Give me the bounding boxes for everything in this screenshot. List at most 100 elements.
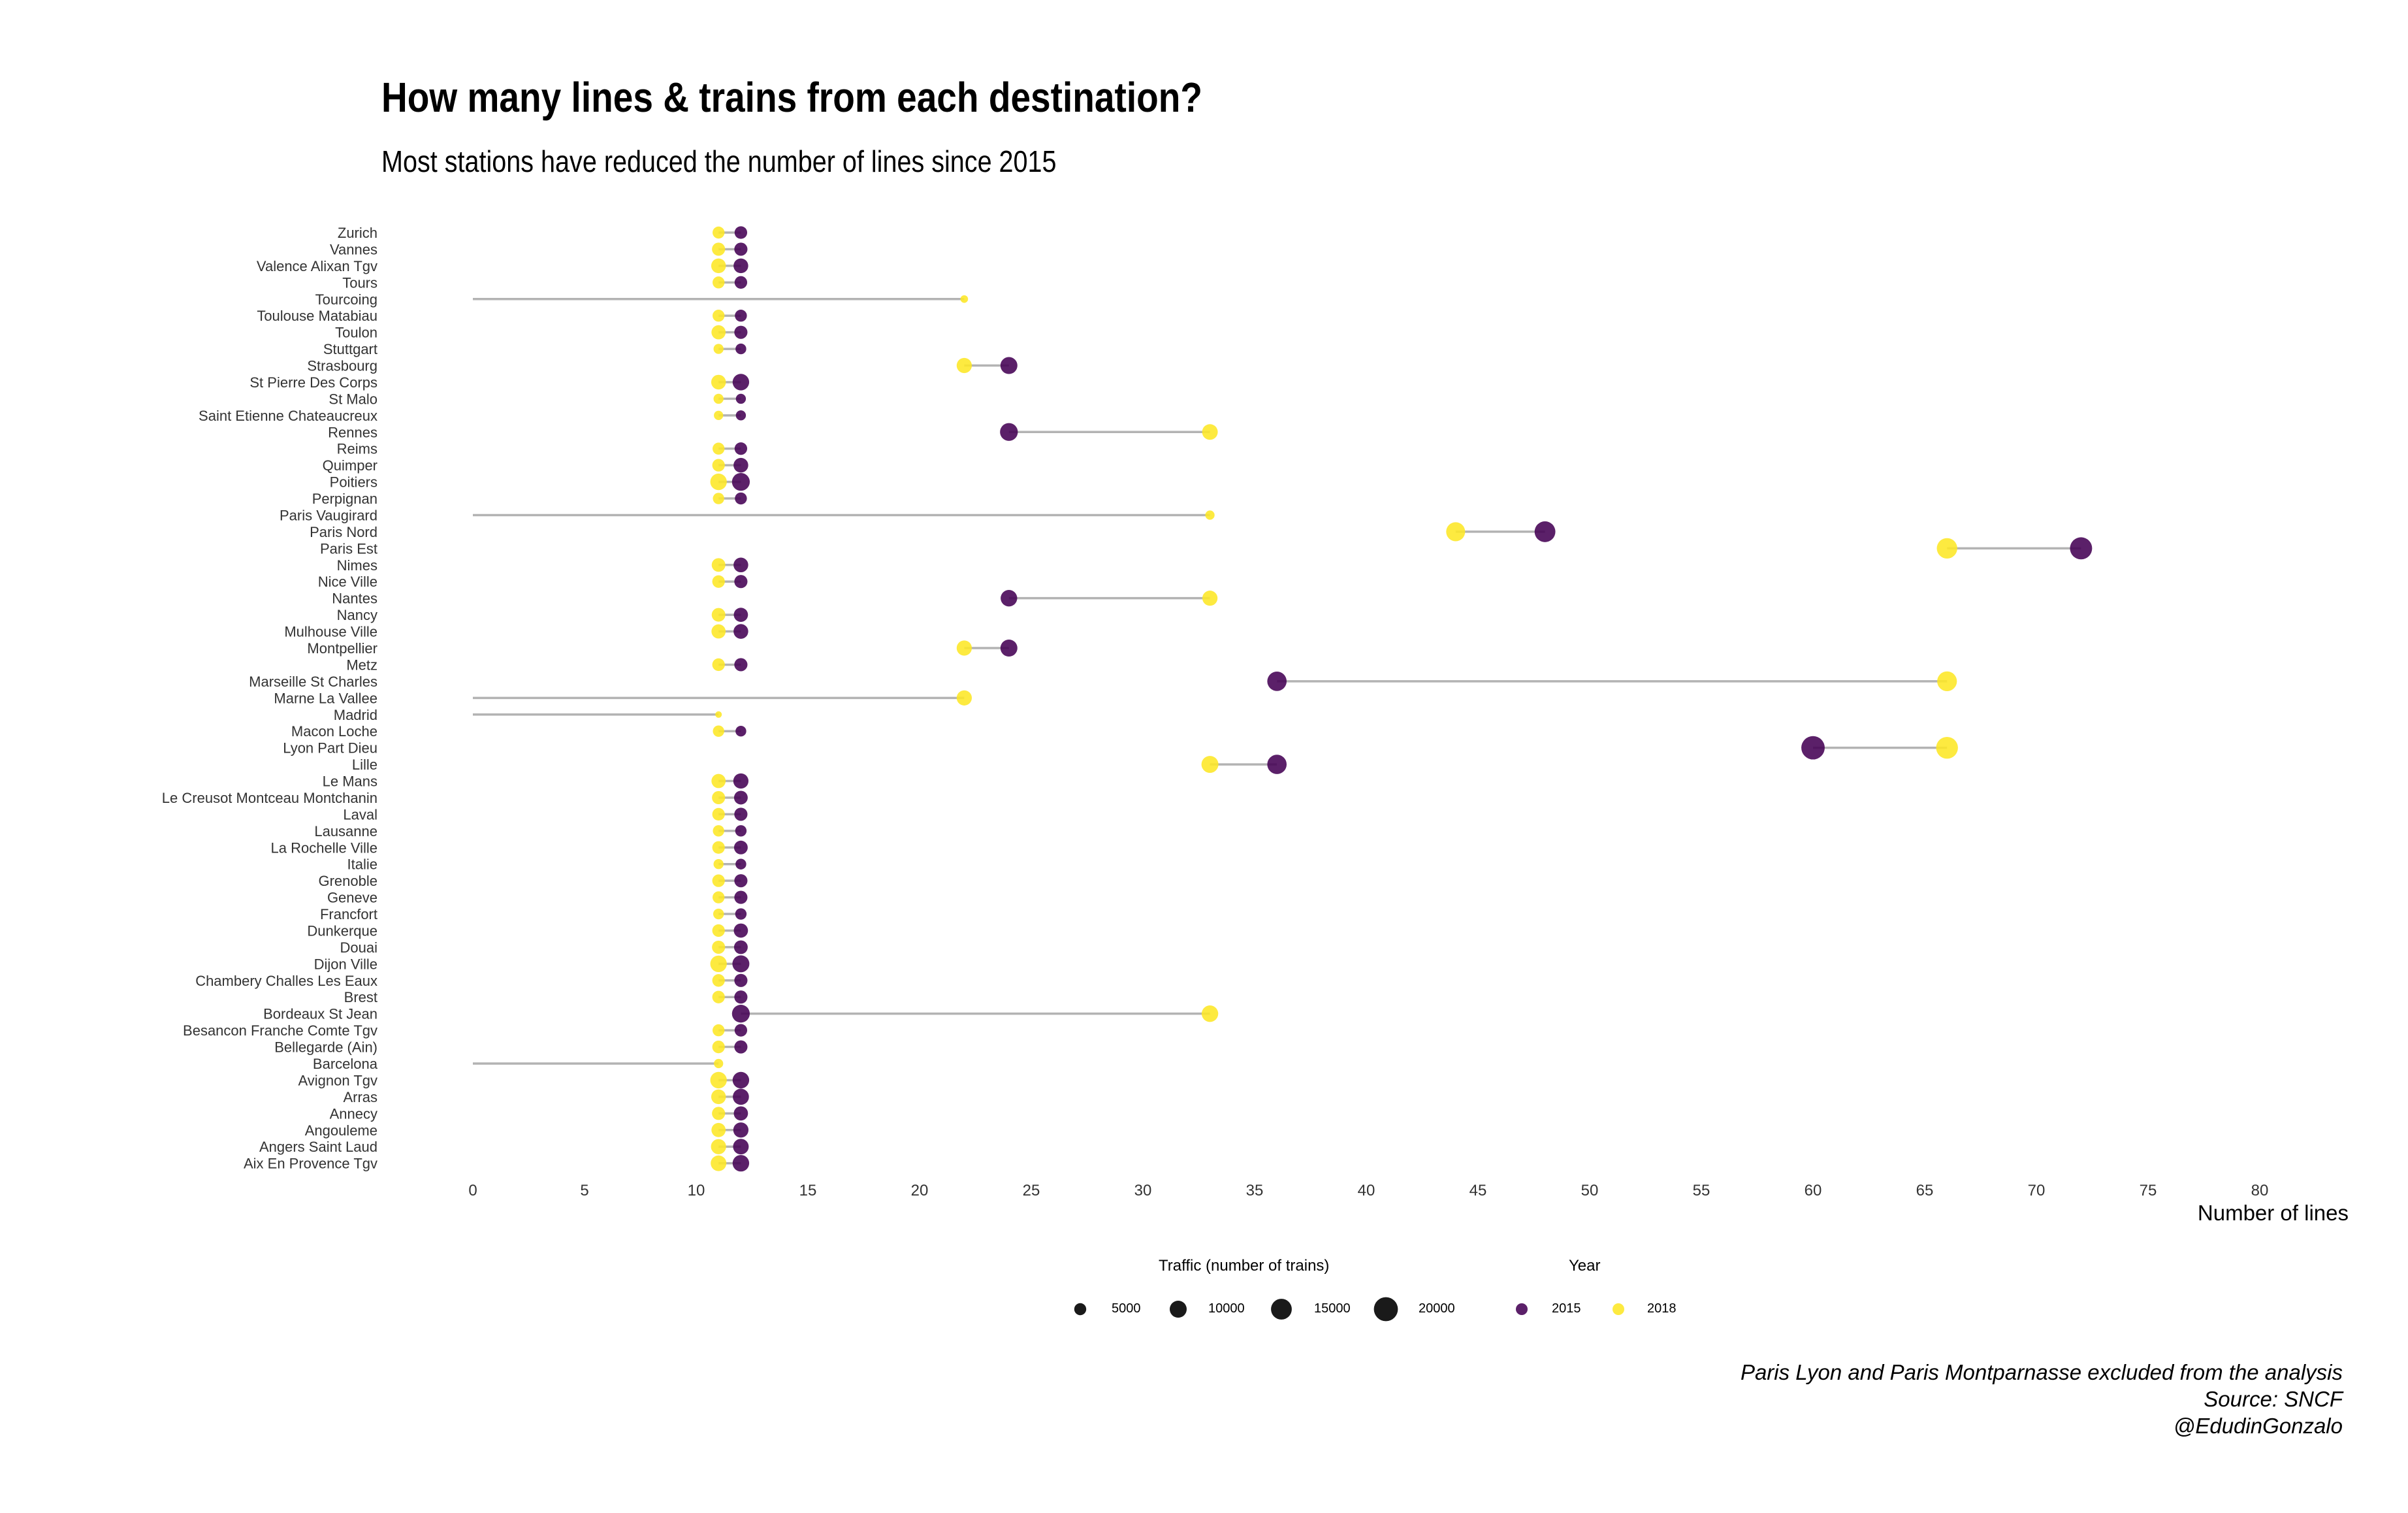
size-legend-key	[1074, 1303, 1087, 1316]
size-legend-label: 15000	[1314, 1301, 1351, 1316]
y-tick-label: Aix En Provence Tgv	[244, 1156, 377, 1172]
caption-line: @EdudinGonzalo	[2173, 1414, 2343, 1438]
point-2018	[1202, 424, 1218, 440]
y-tick-label: Besancon Franche Comte Tgv	[183, 1022, 377, 1039]
point-2015	[731, 472, 750, 491]
y-tick-label: Brest	[344, 989, 377, 1005]
point-2018	[713, 493, 724, 504]
y-tick-label: Italie	[347, 856, 377, 873]
y-tick-label: Paris Nord	[310, 524, 377, 540]
x-tick-label: 30	[1134, 1182, 1152, 1199]
point-2015	[1000, 640, 1018, 657]
point-2018	[712, 790, 726, 805]
y-tick-label: Francfort	[320, 906, 377, 922]
point-2015	[733, 840, 748, 854]
x-tick-label: 70	[2028, 1182, 2046, 1199]
y-tick-label: Lausanne	[314, 823, 377, 839]
point-2018	[713, 310, 725, 322]
y-tick-label: Annecy	[330, 1105, 377, 1122]
point-2018	[712, 940, 726, 954]
point-2015	[734, 990, 748, 1004]
y-tick-label: Poitiers	[330, 474, 377, 491]
point-2015	[734, 890, 748, 904]
point-2018	[711, 773, 726, 789]
y-tick-label: Arras	[343, 1089, 377, 1105]
x-tick-label: 40	[1358, 1182, 1375, 1199]
point-2015	[734, 276, 748, 289]
point-2015	[734, 1040, 748, 1054]
caption: Paris Lyon and Paris Montparnasse exclud…	[1741, 1359, 2343, 1439]
y-tick-label: Stuttgart	[323, 341, 377, 357]
point-2015	[733, 790, 748, 805]
point-2018	[712, 658, 725, 672]
y-tick-label: Montpellier	[307, 640, 377, 657]
point-2018	[712, 841, 725, 854]
y-tick-label: Tours	[342, 274, 377, 291]
point-2015	[733, 457, 748, 473]
point-2018	[711, 624, 726, 639]
y-tick-label: Grenoble	[318, 873, 377, 889]
point-2015	[733, 773, 749, 789]
point-2015	[735, 343, 746, 355]
point-2018	[711, 1089, 726, 1105]
y-tick-label: Perpignan	[312, 491, 377, 507]
point-2015	[735, 725, 746, 737]
y-tick-label: Toulouse Matabiau	[257, 308, 377, 324]
point-2018	[715, 711, 722, 718]
y-tick-label: Toulon	[335, 325, 377, 341]
point-2015	[734, 226, 748, 239]
point-2018	[712, 807, 725, 821]
point-2018	[714, 1058, 724, 1069]
y-tick-label: Madrid	[334, 707, 377, 723]
chart-subtitle: Most stations have reduced the number of…	[381, 144, 1057, 178]
point-2015	[735, 410, 746, 421]
point-2018	[713, 825, 724, 837]
point-2018	[711, 258, 726, 274]
y-tick-label: Quimper	[323, 457, 377, 474]
y-tick-label: Macon Loche	[291, 723, 377, 740]
point-2018	[711, 1155, 727, 1171]
caption-line: Paris Lyon and Paris Montparnasse exclud…	[1740, 1360, 2343, 1384]
size-legend-key	[1170, 1301, 1187, 1318]
points-layer	[710, 226, 2093, 1172]
y-tick-label: Dijon Ville	[314, 956, 377, 972]
point-2018	[713, 276, 725, 289]
point-2018	[713, 226, 725, 239]
x-tick-label: 20	[911, 1182, 929, 1199]
point-2018	[713, 725, 724, 737]
point-2018	[956, 690, 972, 706]
y-tick-label: Nimes	[337, 557, 377, 574]
color-legend-title: Year	[1569, 1257, 1601, 1275]
chart-title: How many lines & trains from each destin…	[381, 74, 1202, 121]
size-legend-label: 10000	[1208, 1301, 1245, 1316]
point-2018	[1936, 538, 1957, 559]
y-tick-label: Marseille St Charles	[249, 674, 377, 690]
point-2015	[1801, 736, 1825, 760]
point-2015	[733, 1122, 749, 1138]
point-2018	[712, 924, 725, 937]
y-tick-label: Paris Vaugirard	[280, 507, 377, 523]
point-2015	[735, 393, 746, 404]
y-tick-label: Avignon Tgv	[298, 1072, 378, 1088]
y-tick-label: Marne La Vallee	[274, 690, 377, 706]
y-tick-label: St Malo	[329, 391, 377, 407]
point-2018	[712, 874, 725, 887]
y-tick-label: Angers Saint Laud	[259, 1139, 377, 1155]
point-2018	[956, 640, 972, 656]
x-tick-label: 50	[1581, 1182, 1599, 1199]
point-2015	[1000, 357, 1018, 374]
x-tick-label: 5	[580, 1182, 588, 1199]
y-tick-label: Angouleme	[305, 1122, 377, 1139]
point-2015	[733, 1106, 748, 1121]
point-2015	[732, 955, 750, 973]
point-2015	[1267, 672, 1287, 691]
y-tick-label: Valence Alixan Tgv	[257, 258, 377, 274]
y-tick-label: Strasbourg	[307, 358, 377, 374]
size-legend-label: 20000	[1419, 1301, 1455, 1316]
x-tick-label: 75	[2140, 1182, 2157, 1199]
y-tick-label: Paris Est	[320, 540, 377, 557]
point-2018	[712, 1107, 726, 1120]
x-tick-label: 0	[468, 1182, 477, 1199]
point-2018	[710, 473, 727, 491]
